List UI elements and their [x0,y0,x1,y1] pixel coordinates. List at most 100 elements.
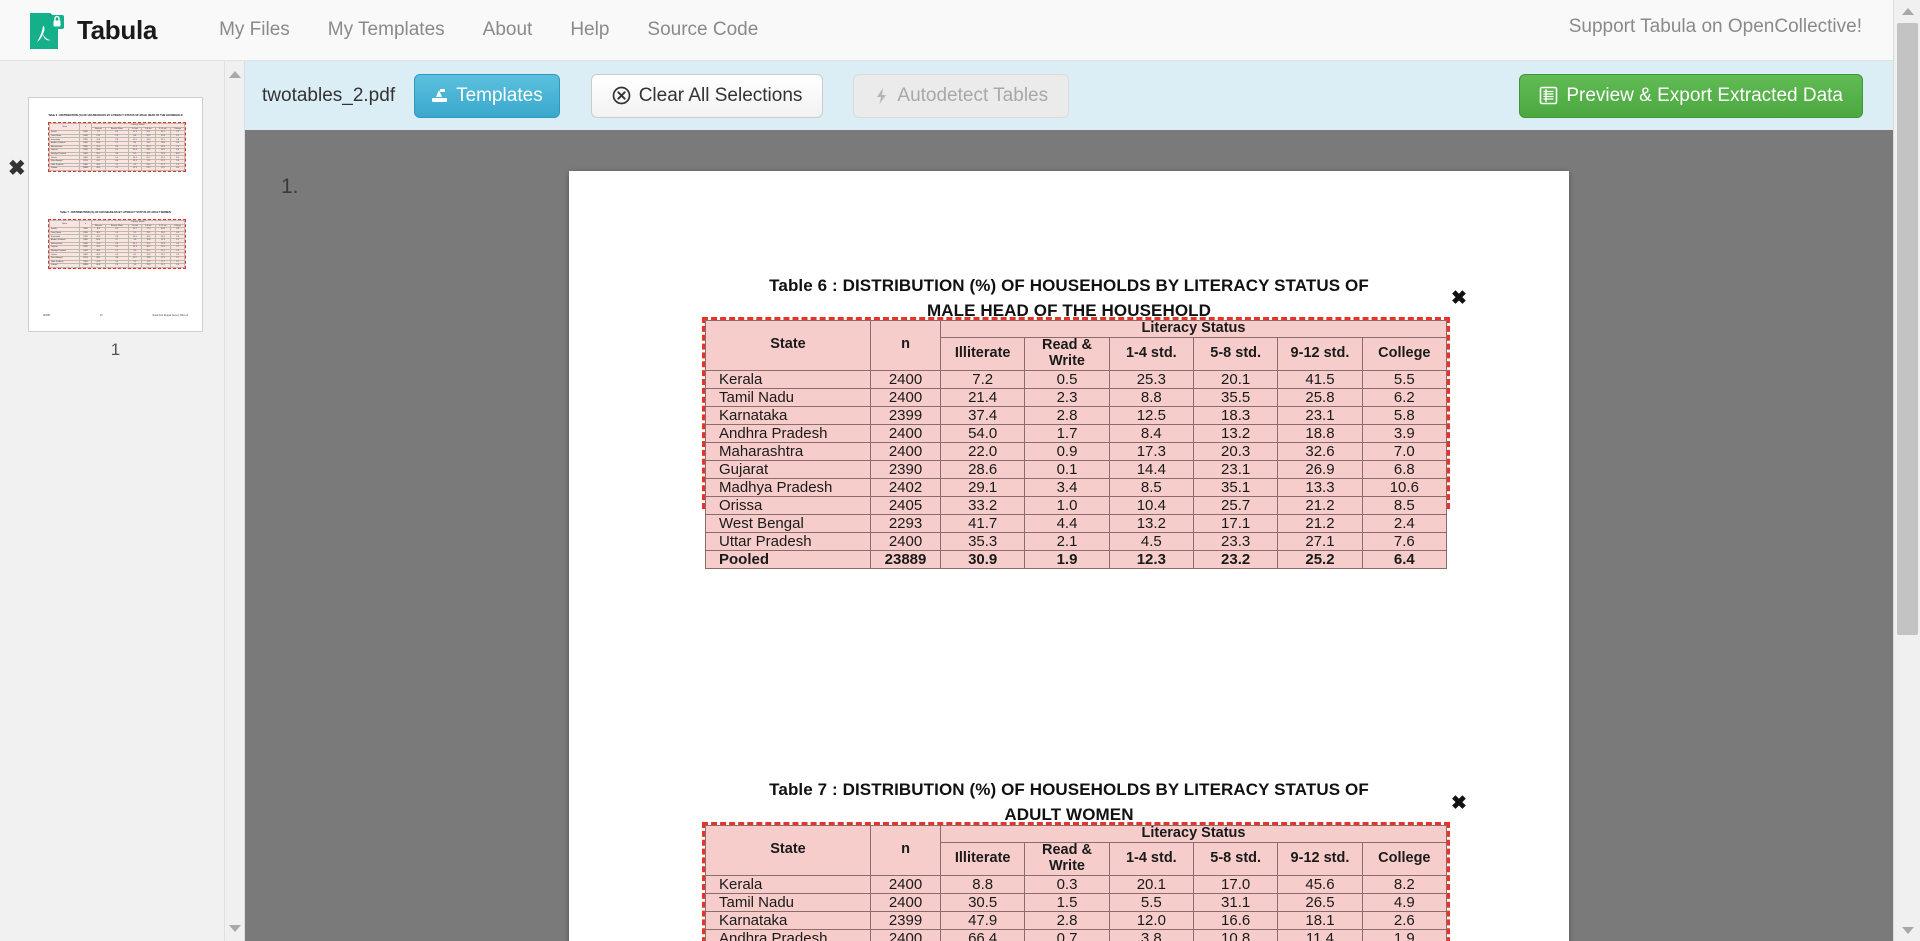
cell-state: Tamil Nadu [705,892,871,912]
top-navbar: Tabula My Files My Templates About Help … [0,0,1920,61]
cell-value: 10.4 [1108,495,1194,515]
lightning-bolt-icon [874,87,889,105]
thumbnail-page-label: 1 [110,340,121,359]
table7-col-state: State [705,825,871,876]
scroll-up-icon[interactable] [1894,0,1920,22]
nav-link-my-templates[interactable]: My Templates [327,19,445,40]
triangle-down-icon[interactable] [225,918,245,938]
cell-value: 12.5 [1108,405,1194,425]
table6-col-9-12: 9-12 std. [1277,336,1363,371]
cell-value: 35.1 [1192,477,1279,497]
table-row: Pooled 23889 30.9 1.9 12.3 23.2 25.2 6.4 [705,549,1448,569]
cell-value: 6.4 [1361,549,1448,569]
nav-link-about[interactable]: About [482,19,533,40]
cell-value: 20.3 [1192,441,1279,461]
cell-value: 20.1 [1108,874,1194,894]
pdf-lock-icon [26,9,66,51]
table-row: Tamil Nadu 2400 21.4 2.3 8.8 35.5 25.8 6.2 [705,387,1448,407]
cell-value: 2400 [870,892,941,912]
cell-value: 1.5 [1024,892,1110,912]
cell-value: 21.2 [1277,495,1363,515]
nav-link-help[interactable]: Help [570,19,610,40]
table-row: Orissa 2405 33.2 1.0 10.4 25.7 21.2 8.5 [705,495,1448,515]
nav-link-my-files[interactable]: My Files [219,19,290,40]
thumb-selection-1: State n Literacy Status Illiterate Read & Wr… [48,122,186,172]
table-row: Andhra Pradesh 2400 66.4 0.7 3.8 10.8 11.4 1.9 [705,928,1448,941]
cell-state: Kerala [705,369,871,389]
table6-col-illiterate: Illiterate [939,336,1026,371]
cell-state: Andhra Pradesh [705,423,871,443]
thumbnail-item[interactable]: Table 6 : DISTRIBUTION (%) OF HOUSEHOLDS… [28,97,203,360]
nav-links: My Files My Templates About Help Source … [181,19,758,41]
table-row: Karnataka 2399 47.9 2.8 12.0 16.6 18.1 2.6 [705,910,1448,930]
clear-all-selections-button[interactable]: Clear All Selections [590,73,824,118]
scrollbar-thumb[interactable] [1897,23,1918,635]
cell-value: 25.8 [1277,387,1363,407]
table-row: Gujarat 2390 28.6 0.1 14.4 23.1 26.9 6.8 [705,459,1448,479]
table-row: Kerala 2400 7.2 0.5 25.3 20.1 41.5 5.5 [705,369,1448,389]
table-row: Kerala 2400 8.8 0.3 20.1 17.0 45.6 8.2 [705,874,1448,894]
cell-value: 2.8 [1024,910,1110,930]
pdf-page-canvas[interactable]: Table 6 : DISTRIBUTION (%) OF HOUSEHOLDS… [569,171,1569,941]
table6-title: Table 6 : DISTRIBUTION (%) OF HOUSEHOLDS… [659,274,1479,323]
templates-button[interactable]: Templates [414,73,560,118]
table-row: Andhra Pradesh 2400 54.0 1.7 8.4 13.2 18.8 3.9 [705,423,1448,443]
table-selection-2[interactable]: State n Literacy Status Illiterate Read … [702,822,1450,941]
thumb-footer-left: NNMB [43,315,50,317]
cell-value: 2400 [870,531,941,551]
table-row: Madhya Pradesh 2402 29.1 3.4 8.5 35.1 13.3 10.6 [705,477,1448,497]
table6-body: Kerala 2400 7.2 0.5 25.3 20.1 41.5 5.5 Tamil Nad… [705,369,1448,569]
close-x-icon[interactable]: ✖ [8,157,26,180]
cell-value: 26.9 [1277,459,1363,479]
cell-value: 2400 [870,928,941,941]
support-opencollective-link[interactable]: Support Tabula on OpenCollective! [1568,16,1862,37]
cell-value: 16.6 [1192,910,1279,930]
table7-col-9-12: 9-12 std. [1277,841,1363,876]
cell-value: 25.7 [1192,495,1279,515]
triangle-up-icon[interactable] [225,64,245,84]
table6-col-state: State [705,320,871,371]
table-selection-1[interactable]: State n Literacy Status Illiterate Read … [702,317,1450,569]
brand-logo[interactable]: Tabula [26,9,157,51]
cell-state: Andhra Pradesh [705,928,871,941]
cell-state: Uttar Pradesh [705,531,871,551]
cell-value: 17.3 [1108,441,1194,461]
selection-close-2[interactable]: ✖ [1451,793,1467,814]
table7-group-header: Literacy Status [940,825,1447,843]
clear-all-selections-label: Clear All Selections [638,84,803,106]
cell-value: 4.4 [1024,513,1110,533]
cell-value: 25.3 [1108,369,1194,389]
page-thumbnail-sidebar: ✖ Table 6 : DISTRIBUTION (%) OF HOUSEHOL… [0,61,245,941]
cell-value: 10.8 [1192,928,1279,941]
cell-value: 5.5 [1361,369,1448,389]
cell-value: 25.2 [1277,549,1363,569]
brand-name: Tabula [77,14,158,45]
cell-value: 23.1 [1192,459,1279,479]
cell-value: 13.3 [1277,477,1363,497]
cell-state: West Bengal [705,513,871,533]
preview-export-button[interactable]: Preview & Export Extracted Data [1519,73,1863,118]
main-scrollbar[interactable] [1893,0,1920,941]
sidebar-scrollbar[interactable] [224,61,244,941]
cell-value: 2400 [870,441,941,461]
cell-value: 7.6 [1361,531,1448,551]
cell-state: Maharashtra [705,441,871,461]
page-thumbnail-1[interactable]: Table 6 : DISTRIBUTION (%) OF HOUSEHOLDS… [28,97,203,332]
cell-value: 2.1 [1024,531,1110,551]
scroll-down-icon[interactable] [1894,919,1920,941]
cell-value: 2399 [870,405,941,425]
table6-col-5-8: 5-8 std. [1192,336,1279,371]
cell-value: 54.0 [939,423,1026,443]
table7-col-read-write: Read & Write [1024,841,1110,876]
table6-col-1-4: 1-4 std. [1108,336,1194,371]
cell-value: 1.7 [1024,423,1110,443]
cell-value: 2400 [870,874,941,894]
table7: State n Literacy Status Illiterate Read … [705,825,1448,941]
cell-value: 10.6 [1361,477,1448,497]
autodetect-tables-button[interactable]: Autodetect Tables [853,73,1070,118]
cell-value: 28.6 [939,459,1026,479]
cell-state: Orissa [705,495,871,515]
nav-link-source-code[interactable]: Source Code [647,19,759,40]
autodetect-tables-label: Autodetect Tables [897,84,1049,106]
selection-close-1[interactable]: ✖ [1451,288,1467,309]
